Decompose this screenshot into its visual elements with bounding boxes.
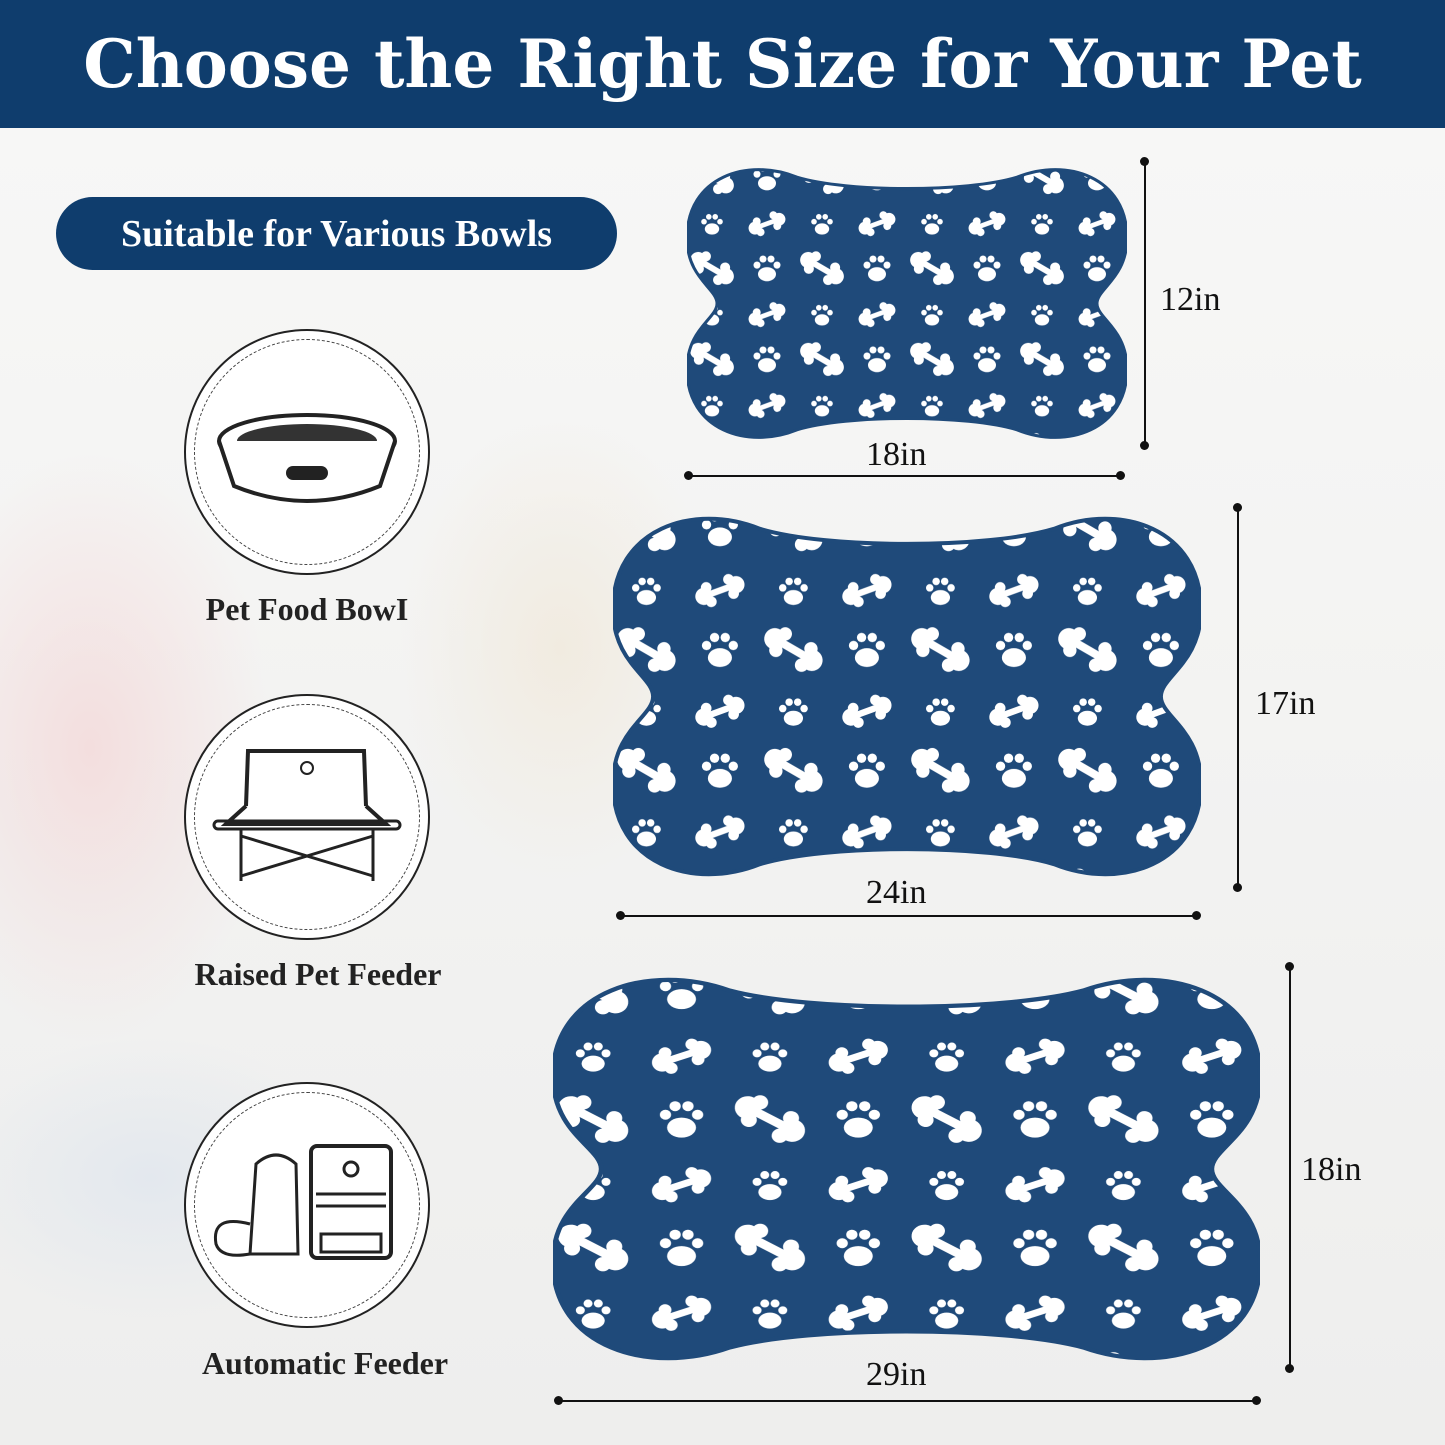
width-label: 18in [866, 436, 927, 473]
height-label: 17in [1255, 685, 1316, 722]
bowl-type-label: Raised Pet Feeder [194, 956, 442, 992]
food-bowl-icon [184, 329, 430, 575]
width-line [688, 475, 1120, 477]
height-line [1237, 507, 1239, 887]
height-label: 12in [1160, 281, 1221, 318]
page-title: Choose the Right Size for Your Pet [83, 25, 1362, 103]
width-line [620, 915, 1196, 917]
height-label: 18in [1301, 1151, 1362, 1188]
mat-small [687, 168, 1127, 439]
mat-large [553, 977, 1260, 1361]
height-line [1144, 161, 1146, 445]
raised-feeder-icon [184, 694, 430, 940]
width-line [558, 1400, 1256, 1402]
bowl-type-label: Pet Food BowI [205, 591, 409, 627]
automatic-feeder-icon [184, 1082, 430, 1328]
header-banner: Choose the Right Size for Your Pet [0, 0, 1445, 128]
bowl-type-label: Automatic Feeder [201, 1345, 449, 1381]
mat-medium [613, 516, 1201, 877]
height-line [1289, 966, 1291, 1368]
width-label: 29in [866, 1356, 927, 1393]
suitable-badge: Suitable for Various Bowls [56, 197, 617, 270]
width-label: 24in [866, 874, 927, 911]
